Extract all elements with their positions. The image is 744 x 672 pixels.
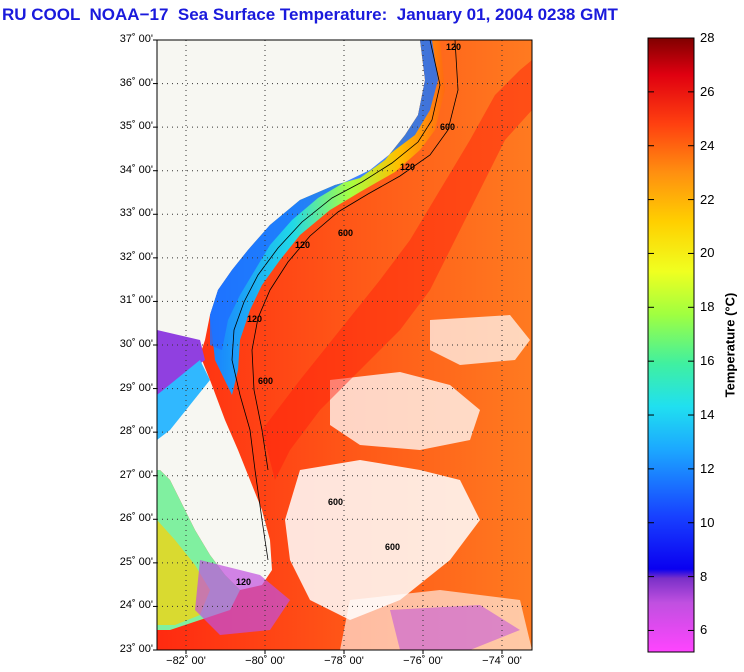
florida-land: [157, 355, 272, 590]
colorbar-tick-label: 10: [700, 514, 715, 530]
lat-tick-label: 36˚ 00': [119, 76, 153, 89]
colorbar-tick-label: 16: [700, 353, 715, 369]
depth-contours: [231, 39, 459, 561]
contour-label: 600: [258, 376, 273, 386]
lon-tick-label: −78˚ 00': [324, 655, 364, 667]
contour-label: 120: [446, 42, 461, 52]
land-mass: [157, 40, 425, 360]
graticule: [157, 40, 532, 650]
lat-tick-label: 30˚ 00': [119, 338, 153, 350]
clouds: [285, 460, 480, 620]
colorbar-tick-label: 12: [700, 460, 715, 476]
lat-tick-label: 34˚ 00': [119, 163, 153, 176]
shelf-water: [210, 40, 445, 395]
contour-label: 120: [236, 577, 251, 587]
lat-tick-label: 23˚ 00': [119, 643, 153, 655]
colorbar-tick-label: 26: [700, 83, 715, 99]
lat-tick-label: 35˚ 00': [119, 120, 153, 133]
lon-tick-label: −82˚ 00': [166, 655, 206, 667]
lat-tick-label: 29˚ 00': [119, 381, 153, 394]
colorbar-label: Temperature (°C): [722, 292, 738, 398]
contour-label: 600: [385, 542, 400, 552]
lat-tick-label: 28˚ 00': [119, 425, 153, 438]
lon-tick-label: −74˚ 00': [482, 655, 522, 667]
lat-tick-label: 26˚ 00': [119, 512, 153, 525]
colorbar-tick-label: 28: [700, 30, 715, 45]
contour-label: 120: [400, 162, 415, 172]
contour-label: 600: [338, 228, 353, 238]
lat-tick-label: 33˚ 00': [119, 207, 153, 220]
colorbar-tick-label: 18: [700, 299, 715, 315]
lat-tick-label: 24˚ 00': [119, 599, 153, 612]
colorbar-tick-label: 20: [700, 245, 715, 261]
lat-tick-label: 25˚ 00': [119, 555, 153, 568]
lon-tick-label: −76˚ 00': [403, 655, 443, 667]
colorbar: [647, 37, 695, 653]
gulf-stream: [262, 60, 532, 480]
lon-tick-label: −80˚ 00': [245, 655, 285, 667]
lat-tick-label: 27˚ 00': [119, 468, 153, 481]
lat-tick-label: 32˚ 00': [119, 250, 153, 263]
lat-tick-label: 31˚ 00': [119, 294, 153, 307]
contour-label: 600: [328, 497, 343, 507]
colorbar-tick-label: 6: [700, 622, 708, 638]
colorbar-tick-label: 14: [700, 407, 715, 423]
contour-label: 120: [295, 240, 310, 250]
contour-label: 120: [247, 314, 262, 324]
lat-tick-label: 37˚ 00': [119, 33, 153, 45]
map-title: RU COOL NOAA−17 Sea Surface Temperature:…: [2, 5, 618, 24]
colorbar-tick-label: 8: [700, 568, 708, 584]
colorbar-tick-label: 24: [700, 137, 715, 153]
colorbar-tick-label: 22: [700, 191, 715, 207]
